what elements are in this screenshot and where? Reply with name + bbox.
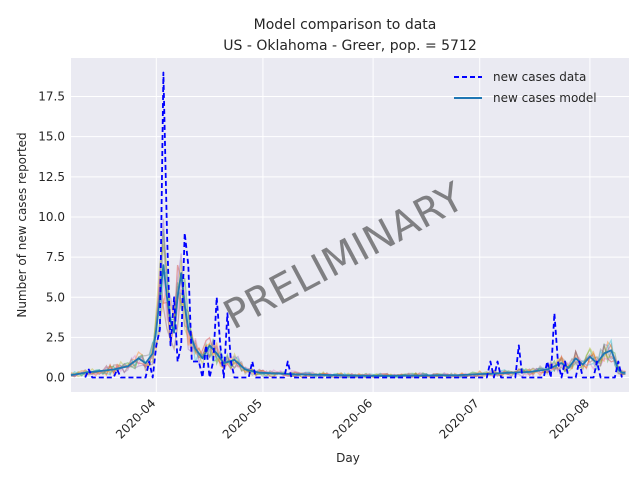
x-tick-label: 2020-04: [113, 396, 158, 441]
x-axis-ticks: 2020-04 2020-05 2020-06 2020-07 2020-08: [113, 396, 592, 441]
y-tick-label: 12.5: [38, 170, 65, 184]
series-line-new-cases-model: [70, 264, 626, 377]
series-group: [70, 71, 626, 379]
legend: new cases data new cases model: [454, 70, 597, 105]
y-tick-label: 17.5: [38, 90, 65, 104]
y-tick-label: 5.0: [46, 290, 65, 304]
ensemble-run-line: [70, 244, 626, 379]
y-tick-label: 7.5: [46, 250, 65, 264]
ensemble-run-line: [70, 229, 626, 379]
y-axis-label: Number of new cases reported: [15, 132, 29, 317]
x-tick-label: 2020-07: [436, 396, 481, 441]
x-tick-label: 2020-06: [330, 396, 375, 441]
series-line-new-cases-data: [84, 71, 623, 379]
chart-title: Model comparison to data: [254, 17, 437, 33]
legend-label-data: new cases data: [493, 70, 586, 84]
chart-subtitle: US - Oklahoma - Greer, pop. = 5712: [223, 38, 477, 54]
y-tick-label: 0.0: [46, 371, 65, 385]
x-tick-label: 2020-05: [220, 396, 265, 441]
y-tick-label: 10.0: [38, 210, 65, 224]
x-tick-label: 2020-08: [547, 396, 592, 441]
ensemble-run-line: [70, 289, 626, 379]
y-tick-label: 15.0: [38, 130, 65, 144]
y-axis-ticks: 0.0 2.5 5.0 7.5 10.0 12.5 15.0 17.5: [38, 90, 65, 385]
x-axis-label: Day: [336, 451, 360, 465]
y-tick-label: 2.5: [46, 330, 65, 344]
legend-label-model: new cases model: [493, 91, 597, 105]
